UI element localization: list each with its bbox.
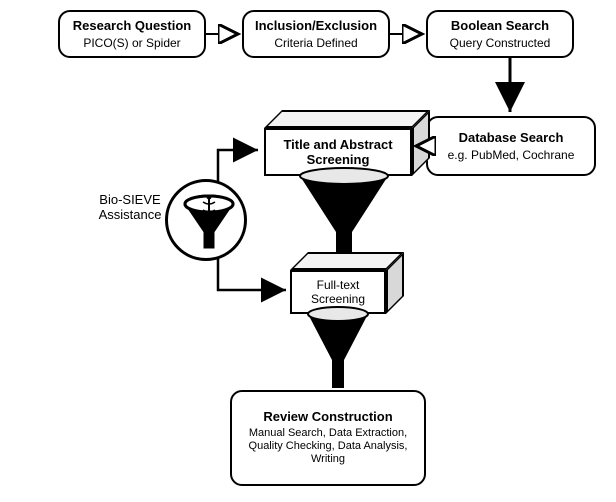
node-subtitle: Criteria Defined [250, 36, 382, 50]
node-database-search: Database Search e.g. PubMed, Cochrane [426, 116, 596, 176]
node-subtitle: e.g. PubMed, Cochrane [434, 148, 588, 162]
node-subtitle: Screening [270, 152, 406, 167]
node-title: Review Construction [238, 409, 418, 425]
node-subtitle: Query Constructed [434, 36, 566, 50]
funnel-medical-icon [165, 179, 247, 261]
node-title-abstract-screening: Title and Abstract Screening [264, 110, 430, 176]
node-research-question: Research Question PICO(S) or Spider [58, 10, 206, 58]
label-line1: Bio-SIEVE [99, 192, 160, 207]
node-title: Research Question [66, 18, 198, 34]
node-title: Inclusion/Exclusion [250, 18, 382, 34]
node-subtitle: Manual Search, Data Extraction, Quality … [238, 427, 418, 467]
node-subtitle: PICO(S) or Spider [66, 36, 198, 50]
node-title: Boolean Search [434, 18, 566, 34]
node-title: Database Search [434, 130, 588, 146]
label-line2: Assistance [99, 207, 162, 222]
node-boolean: Boolean Search Query Constructed [426, 10, 574, 58]
bio-sieve-label: Bio-SIEVE Assistance [90, 192, 170, 222]
node-title: Title and Abstract [270, 137, 406, 152]
node-subtitle: Screening [296, 292, 380, 306]
node-fulltext-screening: Full-text Screening [290, 252, 404, 314]
node-review-construction: Review Construction Manual Search, Data … [230, 390, 426, 486]
node-criteria: Inclusion/Exclusion Criteria Defined [242, 10, 390, 58]
node-title: Full-text [296, 278, 380, 292]
